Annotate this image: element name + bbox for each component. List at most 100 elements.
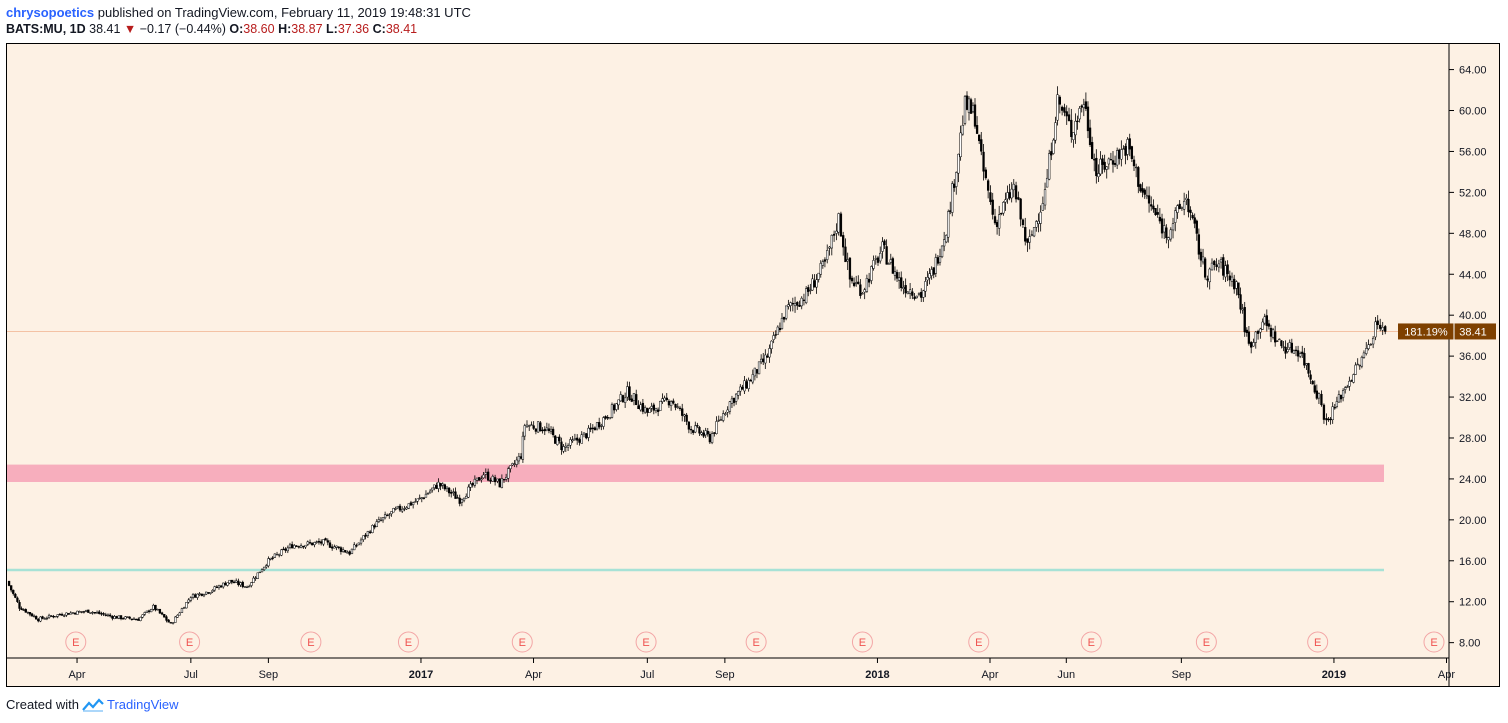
candle-body — [458, 497, 461, 504]
candle-body — [543, 429, 546, 432]
candle-body — [753, 367, 757, 377]
earnings-marker — [511, 631, 533, 653]
candle-body — [1065, 111, 1068, 117]
candle-body — [1250, 342, 1253, 348]
candle-body — [796, 302, 799, 306]
candle-body — [113, 616, 116, 619]
candle-body — [1303, 353, 1306, 366]
candle-body — [484, 472, 487, 475]
candle-body — [924, 281, 927, 292]
candle-body — [1090, 142, 1094, 159]
candle-body — [437, 481, 440, 489]
candle-body — [1280, 340, 1283, 347]
candle-body — [1143, 189, 1146, 195]
candle-body — [613, 404, 616, 411]
candle-body — [650, 406, 653, 409]
candle-body — [373, 525, 376, 528]
candle-body — [275, 553, 279, 556]
candle-body — [667, 400, 671, 406]
candle-body — [416, 498, 419, 502]
candle-body — [473, 478, 477, 486]
candle-body — [1030, 234, 1034, 236]
candle-body — [955, 172, 958, 187]
candle-body — [486, 471, 490, 481]
candle-body — [1360, 356, 1364, 367]
candle-body — [407, 503, 410, 509]
candle-body — [267, 558, 270, 567]
candle-body — [940, 245, 944, 257]
candle-body — [1213, 260, 1216, 266]
candle-body — [1346, 386, 1349, 388]
down-arrow-icon: ▼ — [123, 22, 137, 36]
percent-change-label: 181.19% — [1404, 326, 1448, 338]
earnings-marker — [968, 631, 990, 653]
candle-body — [1150, 204, 1153, 207]
candle-body — [243, 586, 247, 588]
candle-body — [766, 355, 769, 358]
candle-body — [1352, 374, 1355, 383]
candle-body — [456, 497, 459, 499]
candle-body — [715, 421, 718, 434]
candle-body — [1122, 148, 1125, 150]
candle-body — [837, 213, 840, 233]
candle-body — [22, 609, 25, 611]
candle-body — [106, 614, 110, 616]
candle-body — [967, 98, 971, 113]
candle-body — [60, 614, 64, 616]
candle-body — [1243, 307, 1246, 333]
candle-body — [991, 199, 994, 215]
candle-body — [846, 259, 849, 262]
candle-body — [819, 263, 822, 275]
candle-body — [1325, 418, 1328, 421]
candle-body — [811, 278, 814, 291]
candle-body — [211, 590, 214, 593]
candle-body — [1045, 177, 1049, 188]
candle-body — [278, 554, 281, 556]
tradingview-link[interactable]: TradingView — [106, 697, 179, 712]
candle-body — [198, 593, 201, 595]
candle-body — [564, 445, 567, 448]
candle-body — [787, 304, 790, 307]
candle-body — [663, 397, 666, 401]
candle-body — [751, 374, 754, 383]
candle-body — [398, 505, 402, 511]
candle-body — [333, 546, 336, 549]
published-text: published on TradingView.com, February 1… — [94, 5, 471, 20]
candle-body — [498, 478, 501, 488]
candle-body — [1072, 132, 1075, 140]
candle-body — [681, 408, 684, 416]
candle-body — [737, 391, 740, 396]
candle-body — [587, 427, 590, 438]
earnings-label: E — [642, 637, 649, 649]
candle-body — [1376, 320, 1379, 325]
candle-body — [602, 417, 605, 427]
candle-body — [350, 548, 354, 554]
candle-body — [885, 246, 888, 265]
candle-body — [865, 277, 869, 292]
candle-body — [698, 427, 701, 434]
candle-body — [71, 612, 75, 614]
candle-body — [426, 492, 430, 495]
candle-body — [823, 259, 827, 262]
candle-body — [549, 429, 553, 432]
chart-frame[interactable] — [6, 43, 1500, 687]
candle-body — [963, 96, 967, 124]
candle-body — [368, 531, 372, 534]
candle-body — [780, 317, 784, 329]
candle-body — [1008, 192, 1011, 199]
candle-body — [24, 609, 27, 613]
candle-body — [1356, 363, 1359, 366]
candle-body — [1348, 380, 1351, 387]
candle-body — [728, 401, 732, 412]
candle-body — [418, 497, 421, 500]
candle-body — [500, 478, 504, 488]
author-link[interactable]: chrysopoetics — [6, 5, 95, 20]
candle-body — [1187, 199, 1190, 213]
candle-body — [1274, 331, 1277, 343]
candle-body — [610, 404, 614, 418]
candle-body — [213, 586, 216, 591]
candle-body — [20, 608, 23, 611]
candle-body — [1294, 349, 1298, 352]
candle-body — [1152, 205, 1155, 210]
